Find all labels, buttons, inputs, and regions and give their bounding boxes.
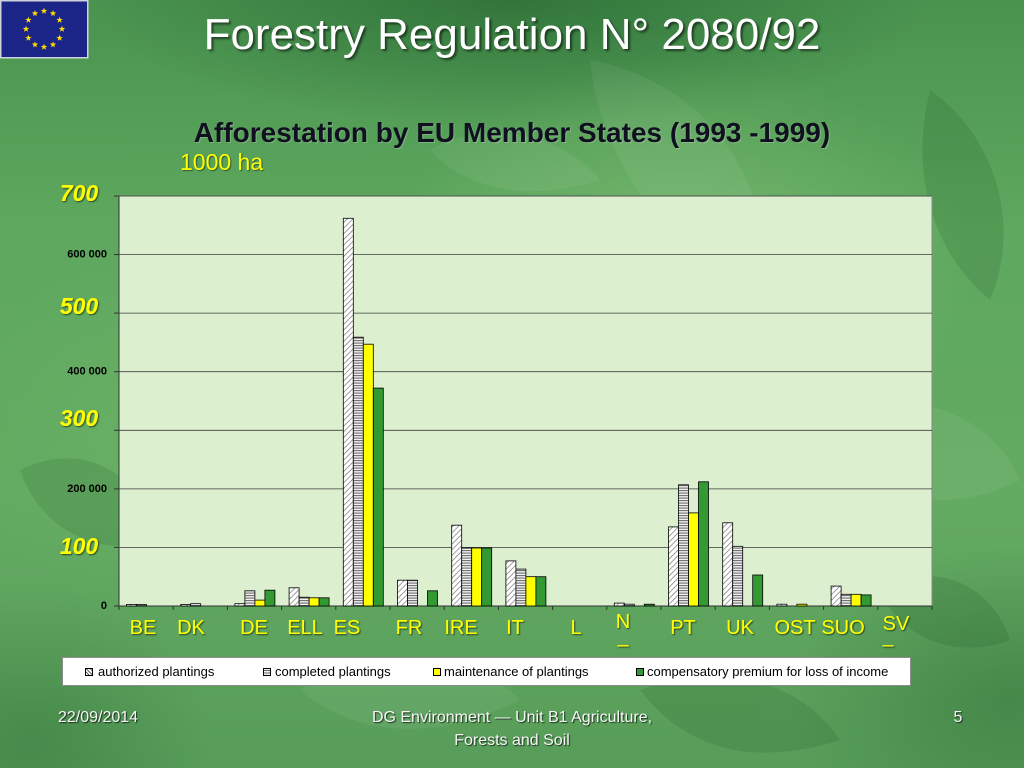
- eu-stars: [22, 7, 66, 50]
- eu-star-icon: [49, 10, 57, 17]
- legend-label-authorized: authorized plantings: [98, 664, 215, 679]
- legend-swatch-maintenance: [433, 668, 441, 676]
- y-unit-label: 1000 ha: [180, 149, 264, 175]
- slide-number: 5: [953, 709, 963, 726]
- footer-text-line1: DG Environment — Unit B1 Agriculture,: [371, 709, 653, 726]
- eu-star-icon: [56, 34, 63, 41]
- eu-star-icon: [22, 25, 30, 32]
- legend-swatch-completed: [263, 668, 271, 676]
- eu-star-icon: [58, 25, 66, 32]
- legend-label-completed: completed plantings: [275, 664, 391, 679]
- chart-legend: authorized plantings completed plantings…: [62, 657, 911, 686]
- legend-swatch-compensatory: [636, 668, 644, 676]
- footer-date: 22/09/2014: [58, 709, 139, 726]
- eu-flag-icon: [0, 0, 89, 59]
- eu-star-icon: [49, 41, 57, 48]
- eu-star-icon: [31, 10, 39, 17]
- eu-star-icon: [25, 16, 32, 23]
- chart-title: Afforestation by EU Member States (1993 …: [193, 117, 831, 148]
- footer-text: DG Environment — Unit B1 Agriculture, Fo…: [312, 706, 712, 752]
- legend-label-maintenance: maintenance of plantings: [444, 664, 589, 679]
- legend-label-compensatory: compensatory premium for loss of income: [647, 664, 889, 679]
- eu-star-icon: [40, 7, 48, 14]
- slide-title: Forestry Regulation N° 2080/92: [203, 10, 821, 59]
- eu-star-icon: [40, 43, 48, 50]
- eu-star-icon: [31, 41, 39, 48]
- eu-star-icon: [56, 16, 63, 23]
- eu-star-icon: [25, 34, 32, 41]
- footer-text-line2: Forests and Soil: [454, 732, 570, 749]
- legend-swatch-authorized: [85, 668, 93, 676]
